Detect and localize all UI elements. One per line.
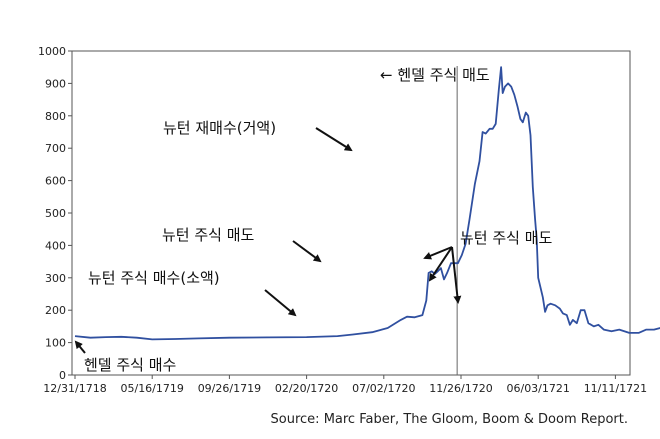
y-tick-label: 500	[45, 207, 66, 220]
y-tick-label: 300	[45, 272, 66, 285]
y-tick-label: 100	[45, 337, 66, 350]
y-tick-label: 400	[45, 239, 66, 252]
x-tick-label: 06/03/1721	[506, 382, 569, 395]
plot-frame	[71, 50, 631, 376]
arrow-newton-sell-2b	[428, 246, 453, 282]
x-tick-label: 09/26/1719	[198, 382, 261, 395]
annotation-newton-rebuy: 뉴턴 재매수(거액)	[163, 119, 276, 137]
x-tick-label: 05/16/1719	[120, 382, 183, 395]
arrow-newton-rebuy	[315, 127, 353, 152]
arrow-newton-sell-2c	[451, 246, 462, 304]
x-tick-label: 07/02/1720	[352, 382, 415, 395]
annotation-newton-sell-1: 뉴턴 주식 매도	[162, 226, 255, 244]
annotation-handel-sell: ← 헨델 주식 매도	[380, 66, 490, 84]
y-tick-label: 900	[45, 77, 66, 90]
y-tick-label: 0	[59, 369, 66, 382]
y-tick-label: 1000	[38, 45, 66, 58]
price-series-line	[74, 66, 660, 341]
x-tick-label: 02/20/1720	[275, 382, 338, 395]
arrow-newton-small-buy	[264, 289, 297, 317]
source-credit: Source: Marc Faber, The Gloom, Boom & Do…	[271, 412, 628, 427]
y-tick-label: 800	[45, 110, 66, 123]
arrow-newton-sell-1	[292, 240, 322, 263]
y-tick-label: 200	[45, 304, 66, 317]
x-tick-label: 11/11/1721	[584, 382, 647, 395]
y-tick-label: 700	[45, 142, 66, 155]
annotation-newton-sell-2: 뉴턴 주식 매도	[460, 229, 553, 247]
x-tick-label: 11/26/1720	[429, 382, 492, 395]
x-tick-label: 12/31/1718	[43, 382, 106, 395]
arrow-newton-sell-2a	[423, 246, 453, 260]
annotation-handel-buy: 헨델 주식 매수	[84, 356, 176, 374]
y-tick-label: 600	[45, 175, 66, 188]
annotation-newton-small-buy: 뉴턴 주식 매수(소액)	[88, 269, 220, 287]
arrow-handel-buy	[74, 340, 86, 354]
